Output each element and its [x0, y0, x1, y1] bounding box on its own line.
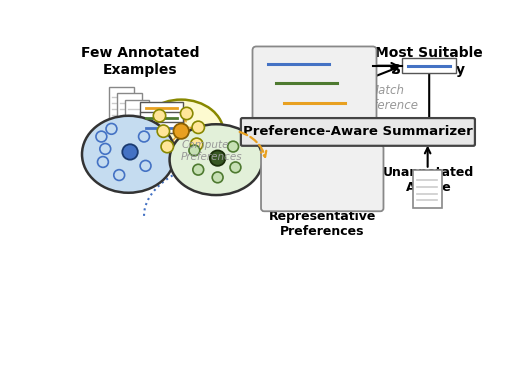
FancyBboxPatch shape	[294, 158, 305, 169]
Text: Representative
Preferences: Representative Preferences	[269, 210, 376, 238]
FancyBboxPatch shape	[353, 186, 363, 197]
Circle shape	[212, 172, 223, 183]
FancyBboxPatch shape	[253, 46, 377, 124]
FancyBboxPatch shape	[306, 186, 317, 197]
FancyBboxPatch shape	[353, 172, 363, 183]
Ellipse shape	[82, 116, 175, 193]
Circle shape	[153, 110, 165, 122]
FancyBboxPatch shape	[109, 87, 134, 121]
FancyBboxPatch shape	[271, 172, 282, 183]
FancyBboxPatch shape	[329, 158, 340, 169]
FancyBboxPatch shape	[413, 170, 443, 208]
Text: Preference-Aware Summarizer: Preference-Aware Summarizer	[243, 125, 473, 138]
Text: Unannotated
Article: Unannotated Article	[383, 166, 474, 194]
FancyBboxPatch shape	[306, 172, 317, 183]
Text: Match
Preference: Match Preference	[354, 84, 419, 112]
FancyBboxPatch shape	[353, 158, 363, 169]
FancyBboxPatch shape	[282, 158, 294, 169]
FancyBboxPatch shape	[294, 186, 305, 197]
FancyBboxPatch shape	[294, 172, 305, 183]
Circle shape	[161, 141, 173, 153]
Ellipse shape	[170, 124, 263, 195]
Circle shape	[106, 124, 117, 134]
FancyBboxPatch shape	[124, 100, 149, 134]
Circle shape	[192, 121, 204, 134]
FancyBboxPatch shape	[117, 93, 142, 127]
Circle shape	[122, 144, 138, 160]
FancyBboxPatch shape	[306, 158, 317, 169]
Ellipse shape	[138, 100, 224, 167]
Circle shape	[140, 160, 151, 171]
FancyBboxPatch shape	[262, 56, 335, 72]
Text: Compute
Preferences: Compute Preferences	[181, 141, 243, 162]
FancyBboxPatch shape	[261, 145, 384, 211]
Circle shape	[114, 170, 124, 180]
Circle shape	[180, 107, 193, 120]
FancyBboxPatch shape	[329, 172, 340, 183]
Circle shape	[190, 138, 203, 151]
FancyBboxPatch shape	[241, 118, 475, 146]
Circle shape	[157, 125, 170, 137]
FancyBboxPatch shape	[277, 95, 351, 110]
Circle shape	[230, 162, 241, 173]
Circle shape	[189, 145, 200, 156]
FancyBboxPatch shape	[329, 186, 340, 197]
Text: Few Annotated
Examples: Few Annotated Examples	[81, 46, 200, 77]
FancyBboxPatch shape	[271, 158, 282, 169]
Text: Candidate
Summaries: Candidate Summaries	[263, 46, 351, 77]
FancyBboxPatch shape	[282, 172, 294, 183]
Circle shape	[193, 164, 204, 175]
FancyBboxPatch shape	[140, 122, 183, 134]
FancyBboxPatch shape	[318, 186, 328, 197]
FancyBboxPatch shape	[282, 186, 294, 197]
FancyBboxPatch shape	[341, 172, 352, 183]
Circle shape	[96, 131, 107, 142]
FancyBboxPatch shape	[318, 158, 328, 169]
FancyBboxPatch shape	[341, 186, 352, 197]
Circle shape	[100, 144, 111, 154]
Circle shape	[138, 131, 149, 142]
FancyBboxPatch shape	[140, 112, 183, 124]
Circle shape	[228, 141, 238, 152]
Text: Most Suitable
Summary: Most Suitable Summary	[375, 46, 483, 77]
Circle shape	[173, 124, 189, 139]
FancyBboxPatch shape	[270, 75, 343, 91]
Circle shape	[210, 151, 226, 166]
FancyBboxPatch shape	[341, 158, 352, 169]
FancyBboxPatch shape	[271, 186, 282, 197]
Circle shape	[97, 156, 109, 167]
FancyBboxPatch shape	[140, 102, 183, 113]
FancyBboxPatch shape	[402, 58, 456, 74]
FancyBboxPatch shape	[318, 172, 328, 183]
